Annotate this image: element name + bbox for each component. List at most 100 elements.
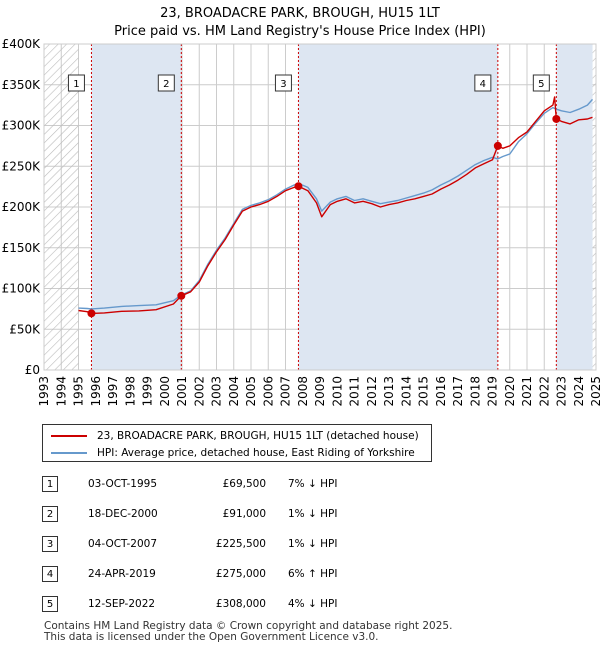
x-tick-label: 2023 — [555, 376, 569, 407]
x-tick-label: 2011 — [348, 376, 362, 407]
shaded-period — [556, 44, 593, 370]
x-tick-label: 2013 — [382, 376, 396, 407]
x-tick-label: 2001 — [175, 376, 189, 407]
y-tick-label: £350K — [2, 78, 42, 92]
sale-marker-badge — [67, 74, 85, 92]
x-tick-label: 1998 — [123, 376, 137, 407]
y-tick-label: £100K — [2, 282, 42, 296]
x-tick-label: 2007 — [279, 376, 293, 407]
price-chart: 1 2 3 4 5 £0 £50K £100K £150K £200K £250K £300K £35… — [2, 37, 600, 407]
x-tick-label: 2025 — [589, 376, 600, 407]
sale-date: 24-APR-2019 — [88, 568, 156, 580]
y-tick-label: £50K — [9, 322, 41, 336]
sale-hpi-diff: 7% ↓ HPI — [288, 478, 338, 490]
x-tick-label: 2019 — [486, 376, 500, 407]
plot-frame — [43, 43, 597, 371]
sale-badge: 2 — [42, 506, 58, 522]
chart-title-subtitle: Price paid vs. HM Land Registry's House … — [114, 24, 486, 39]
x-tick-label: 2021 — [520, 376, 534, 407]
sale-date: 18-DEC-2000 — [88, 508, 158, 520]
sale-point — [493, 141, 502, 150]
sale-marker-badge — [157, 74, 175, 92]
sale-marker-badge — [532, 74, 550, 92]
hatched-period — [592, 44, 596, 370]
legend-item-hpi: HPI: Average price, detached house, East… — [51, 445, 415, 461]
y-tick-label: £300K — [2, 119, 42, 133]
x-tick-label: 2009 — [313, 376, 327, 407]
legend-label-property: 23, BROADACRE PARK, BROUGH, HU15 1LT (de… — [97, 430, 419, 442]
legend-label-hpi: HPI: Average price, detached house, East… — [97, 447, 415, 459]
sale-marker-number: 5 — [538, 79, 544, 90]
sale-point — [294, 182, 303, 191]
sale-marker-number: 4 — [480, 79, 486, 90]
x-tick-label: 2010 — [330, 376, 344, 407]
sale-marker-number: 1 — [73, 79, 79, 90]
x-tick-label: 2006 — [261, 376, 275, 407]
sale-badge: 4 — [42, 566, 58, 582]
x-tick-label: 1997 — [106, 376, 120, 407]
x-tick-label: 1995 — [72, 376, 86, 407]
x-tick-label: 2005 — [244, 376, 258, 407]
hatched-period — [44, 44, 79, 370]
x-tick-label: 2016 — [434, 376, 448, 407]
sale-date: 03-OCT-1995 — [88, 478, 157, 490]
sale-price: £91,000 — [222, 508, 266, 520]
sale-badge: 1 — [42, 476, 58, 492]
sale-price: £275,000 — [215, 568, 266, 580]
x-tick-label: 1993 — [37, 376, 51, 407]
sale-price: £69,500 — [222, 478, 266, 490]
y-tick-label: £200K — [2, 200, 42, 214]
x-tick-label: 2004 — [227, 376, 241, 407]
x-tick-label: 2024 — [572, 376, 586, 407]
x-tick-label: 2018 — [468, 376, 482, 407]
y-tick-label: £150K — [2, 241, 42, 255]
sale-point — [552, 114, 561, 123]
chart-title-address: 23, BROADACRE PARK, BROUGH, HU15 1LT — [160, 6, 440, 21]
sale-point — [87, 309, 96, 318]
x-tick-label: 2008 — [296, 376, 310, 407]
x-tick-label: 2003 — [210, 376, 224, 407]
shaded-period — [91, 44, 182, 370]
sale-marker-number: 3 — [280, 79, 286, 90]
y-tick-label: £400K — [2, 37, 42, 51]
sale-price: £308,000 — [215, 598, 266, 610]
footer-copyright: Contains HM Land Registry data © Crown c… — [44, 620, 453, 632]
x-tick-label: 2022 — [537, 376, 551, 407]
sale-row: 4 24-APR-2019 £275,000 6% ↑ HPI — [42, 566, 402, 584]
sale-date: 04-OCT-2007 — [88, 538, 157, 550]
legend-swatch-hpi — [51, 452, 87, 454]
sale-badge: 5 — [42, 596, 58, 612]
x-tick-label: 2020 — [503, 376, 517, 407]
sale-row: 2 18-DEC-2000 £91,000 1% ↓ HPI — [42, 506, 402, 524]
x-tick-label: 1996 — [89, 376, 103, 407]
x-tick-label: 2012 — [365, 376, 379, 407]
sale-row: 1 03-OCT-1995 £69,500 7% ↓ HPI — [42, 476, 402, 494]
legend-swatch-property — [51, 435, 87, 437]
sale-hpi-diff: 6% ↑ HPI — [288, 568, 338, 580]
y-tick-label: £0 — [25, 363, 40, 377]
sale-hpi-diff: 1% ↓ HPI — [288, 508, 338, 520]
series-line-property — [78, 96, 593, 315]
chart-legend: 23, BROADACRE PARK, BROUGH, HU15 1LT (de… — [42, 424, 432, 462]
footer-license: This data is licensed under the Open Gov… — [44, 631, 379, 643]
x-tick-label: 1999 — [141, 376, 155, 407]
sale-marker-badge — [474, 74, 492, 92]
x-tick-label: 2014 — [399, 376, 413, 407]
legend-item-property: 23, BROADACRE PARK, BROUGH, HU15 1LT (de… — [51, 428, 419, 444]
sale-marker-number: 2 — [163, 79, 169, 90]
y-tick-label: £250K — [2, 159, 42, 173]
x-tick-label: 1994 — [54, 376, 68, 407]
x-tick-label: 2017 — [451, 376, 465, 407]
sale-price: £225,500 — [215, 538, 266, 550]
sale-badge: 3 — [42, 536, 58, 552]
footer-notice: Contains HM Land Registry data © Crown c… — [44, 621, 452, 643]
x-tick-label: 2002 — [192, 376, 206, 407]
sale-hpi-diff: 4% ↓ HPI — [288, 598, 338, 610]
sale-date: 12-SEP-2022 — [88, 598, 156, 610]
sale-hpi-diff: 1% ↓ HPI — [288, 538, 338, 550]
sale-marker-badge — [274, 74, 292, 92]
sale-row: 5 12-SEP-2022 £308,000 4% ↓ HPI — [42, 596, 402, 614]
sale-row: 3 04-OCT-2007 £225,500 1% ↓ HPI — [42, 536, 402, 554]
sale-point — [177, 291, 186, 300]
shaded-period — [298, 44, 498, 370]
